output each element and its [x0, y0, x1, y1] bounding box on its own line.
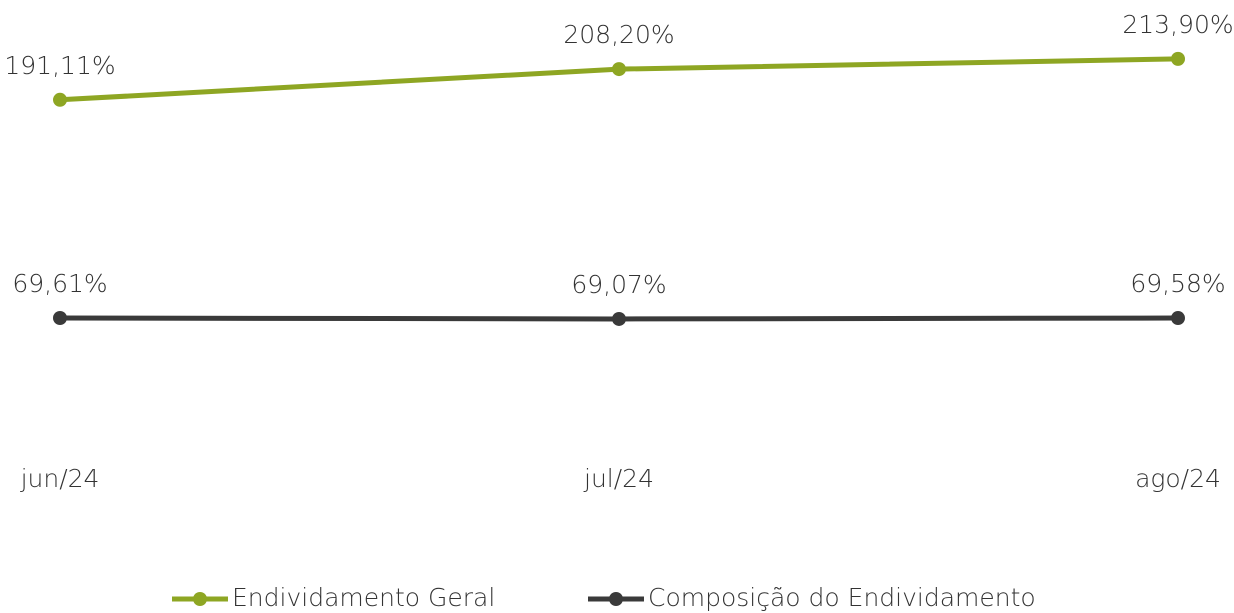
- legend-label: Endividamento Geral: [232, 583, 495, 612]
- data-label: 213,90%: [1122, 10, 1233, 39]
- marker: [1171, 51, 1185, 66]
- legend-marker: [609, 592, 623, 606]
- marker: [53, 310, 67, 325]
- data-label: 69,61%: [12, 269, 107, 298]
- x-tick-label: jun/24: [20, 464, 100, 493]
- x-tick-label: ago/24: [1135, 464, 1221, 493]
- data-label: 191,11%: [4, 51, 115, 80]
- data-label: 69,07%: [571, 270, 666, 299]
- marker: [612, 62, 626, 77]
- data-label: 208,20%: [563, 20, 674, 49]
- marker: [612, 311, 626, 326]
- legend-marker: [193, 592, 207, 606]
- marker: [53, 92, 67, 107]
- x-tick-label: jul/24: [583, 464, 654, 493]
- data-label: 69,58%: [1130, 269, 1225, 298]
- marker: [1171, 311, 1185, 326]
- legend-label: Composição do Endividamento: [648, 583, 1036, 612]
